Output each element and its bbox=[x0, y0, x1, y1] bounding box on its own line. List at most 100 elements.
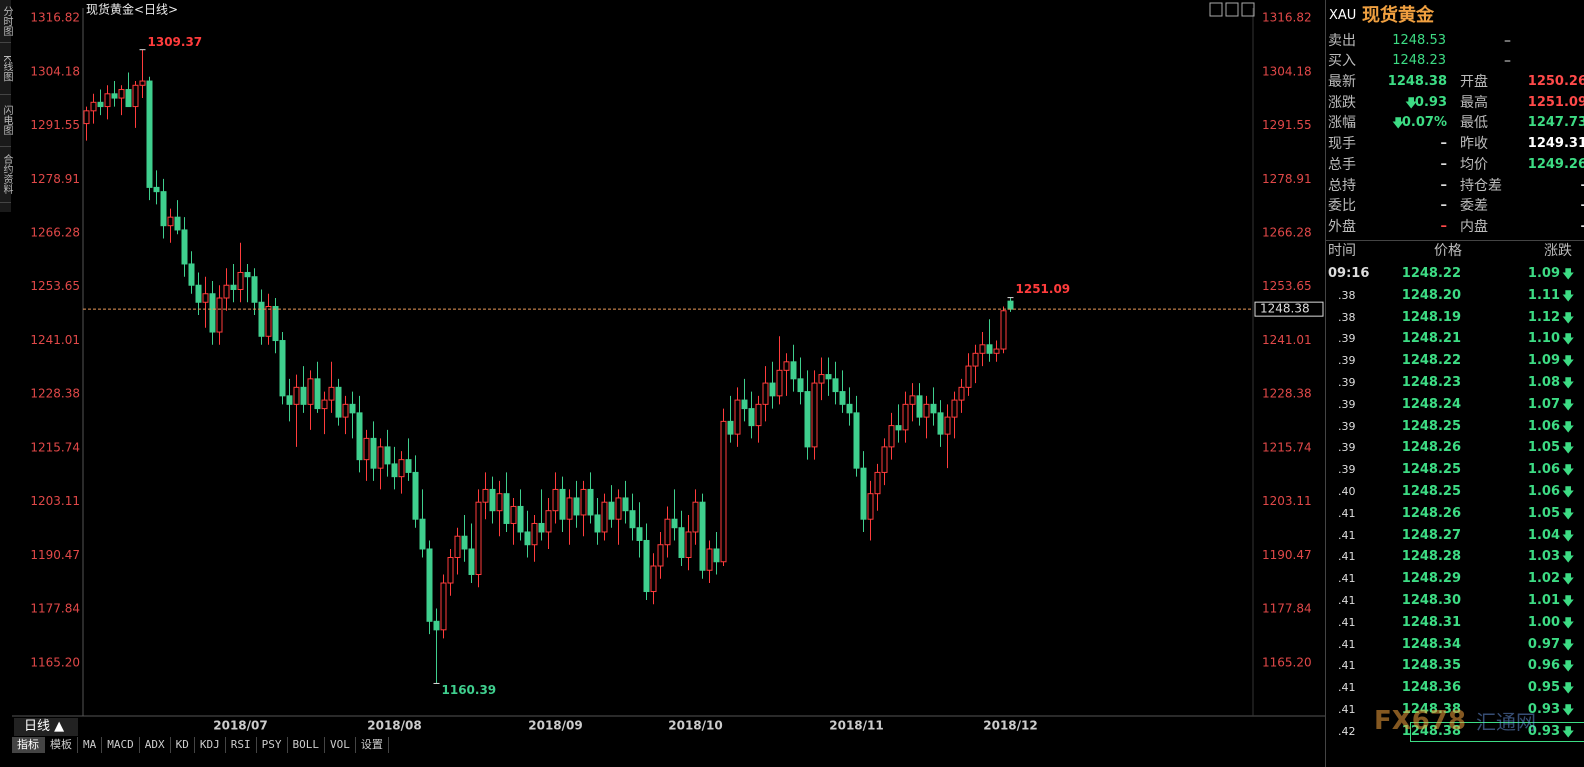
window-button[interactable] bbox=[1225, 2, 1239, 17]
y-tick-label: 1316.82 bbox=[1262, 10, 1312, 24]
toolbar-button[interactable]: PSY bbox=[257, 737, 288, 753]
tick-time: 09:16 bbox=[1328, 266, 1370, 281]
y-tick-label: 1215.74 bbox=[1262, 440, 1312, 454]
candle-body bbox=[888, 425, 895, 448]
extreme-label: 1251.09 bbox=[1016, 282, 1071, 296]
candle-body bbox=[489, 488, 496, 512]
candle-body bbox=[363, 437, 370, 461]
tick-change: 1.01 bbox=[1527, 593, 1560, 608]
candle-body bbox=[468, 548, 475, 576]
tick-time: .38 bbox=[1338, 310, 1356, 324]
tick-price: 1248.31 bbox=[1401, 614, 1461, 630]
candle-body bbox=[524, 531, 531, 546]
y-tick-label: 1228.38 bbox=[30, 387, 80, 401]
tick-change: 0.96 bbox=[1527, 658, 1560, 674]
quote-label: 卖出 bbox=[1328, 33, 1356, 49]
tick-time: .41 bbox=[1338, 594, 1356, 607]
candle-body bbox=[188, 263, 195, 286]
toolbar-button[interactable]: VOL bbox=[325, 737, 356, 753]
quote-value: – bbox=[1504, 53, 1511, 69]
toolbar-button[interactable]: ADX bbox=[140, 737, 171, 753]
candle-body bbox=[692, 501, 699, 533]
ticks-header: 涨跌 bbox=[1544, 243, 1572, 259]
tick-price: 1248.38 bbox=[1401, 723, 1461, 739]
candle-body bbox=[1000, 310, 1007, 350]
candle-body bbox=[503, 493, 510, 524]
tick-price: 1248.36 bbox=[1401, 680, 1461, 696]
toolbar-button[interactable]: 模板 bbox=[45, 737, 78, 753]
candle-body bbox=[538, 522, 545, 533]
candle-body bbox=[720, 420, 727, 563]
candle-body bbox=[958, 386, 965, 401]
tick-price: 1248.34 bbox=[1401, 636, 1461, 652]
quote-label: 委比 bbox=[1328, 198, 1356, 215]
tick-time: .41 bbox=[1338, 615, 1356, 629]
tick-change: 1.05 bbox=[1527, 505, 1560, 521]
quote-value: 1247.73 bbox=[1527, 115, 1584, 131]
side-tabs: 分时图 K线图 闪电图 合约资料 bbox=[0, 0, 12, 212]
window-button[interactable] bbox=[1209, 2, 1223, 17]
toolbar-button[interactable]: MA bbox=[78, 737, 103, 753]
candle-body bbox=[762, 382, 769, 405]
candle-body bbox=[153, 186, 160, 193]
tick-change: 1.04 bbox=[1527, 527, 1560, 543]
toolbar-button[interactable]: 设置 bbox=[356, 737, 389, 753]
tick-change: 1.08 bbox=[1527, 375, 1560, 390]
candle-body bbox=[790, 361, 797, 380]
side-tab[interactable]: 闪电图 bbox=[0, 94, 12, 147]
y-tick-label: 1266.28 bbox=[30, 225, 80, 239]
period-selector[interactable]: 日线 ▲ bbox=[14, 718, 78, 736]
candle-body bbox=[300, 386, 307, 405]
quote-label: 总持 bbox=[1328, 177, 1356, 194]
quote-value: – bbox=[1440, 198, 1448, 214]
candle-body bbox=[727, 420, 734, 435]
tick-change: 1.02 bbox=[1527, 571, 1560, 587]
quote-label: 持仓差 bbox=[1460, 177, 1502, 194]
side-tab[interactable]: K线图 bbox=[0, 42, 12, 95]
tick-change: 0.97 bbox=[1527, 636, 1560, 652]
candle-body bbox=[916, 395, 923, 418]
tick-change: 1.09 bbox=[1527, 353, 1560, 369]
toolbar-button[interactable]: BOLL bbox=[288, 737, 325, 753]
candle-body bbox=[552, 488, 559, 512]
candle-body bbox=[867, 493, 874, 520]
quote-panel: XAU 现货黄金 卖出 1248.53 – 买入 1248.23 – 最新 1248.38 开盘 12… bbox=[1325, 0, 1584, 767]
candle-body bbox=[349, 403, 356, 414]
tick-time: .39 bbox=[1338, 419, 1356, 433]
quote-value: – bbox=[1440, 177, 1448, 193]
tick-time: .41 bbox=[1338, 506, 1356, 520]
side-tab[interactable]: 合约资料 bbox=[0, 146, 12, 203]
toolbar-button[interactable]: 指标 bbox=[12, 737, 45, 753]
candle-body bbox=[587, 488, 594, 516]
candle-body bbox=[398, 459, 405, 478]
toolbar-button[interactable]: KD bbox=[171, 737, 195, 753]
quote-value: 0.93 bbox=[1414, 94, 1447, 110]
tick-time: .38 bbox=[1338, 288, 1356, 302]
y-tick-label: 1291.55 bbox=[30, 118, 80, 132]
down-arrow: 🡇 bbox=[1562, 397, 1575, 412]
candle-body bbox=[622, 497, 629, 512]
candle-body bbox=[356, 412, 363, 461]
down-arrow: 🡇 bbox=[1562, 550, 1575, 565]
quote-label: 委差 bbox=[1460, 198, 1488, 215]
toolbar-button[interactable]: KDJ bbox=[195, 737, 226, 753]
window-button[interactable] bbox=[1241, 2, 1255, 17]
tick-change: 1.09 bbox=[1527, 266, 1560, 281]
toolbar-button[interactable]: MACD bbox=[102, 737, 140, 753]
candle-body bbox=[951, 399, 958, 418]
down-arrow: 🡇 bbox=[1562, 288, 1575, 303]
tick-price: 1248.26 bbox=[1401, 505, 1461, 521]
tick-time: .39 bbox=[1338, 463, 1356, 477]
down-arrow: 🡇 bbox=[1562, 332, 1575, 347]
quote-value: – bbox=[1504, 33, 1511, 49]
tick-change: 0.93 bbox=[1527, 702, 1560, 717]
tick-price: 1248.29 bbox=[1401, 571, 1461, 587]
candle-body bbox=[937, 412, 944, 435]
y-tick-label: 1228.38 bbox=[1262, 387, 1312, 401]
down-arrow: 🡇 bbox=[1562, 441, 1575, 456]
toolbar-button[interactable]: RSI bbox=[226, 737, 257, 753]
side-tab[interactable]: 分时图 bbox=[0, 0, 12, 43]
y-tick-label: 1165.20 bbox=[1262, 655, 1312, 669]
tick-price: 1248.21 bbox=[1401, 331, 1461, 347]
tick-change: 0.93 bbox=[1527, 723, 1560, 739]
